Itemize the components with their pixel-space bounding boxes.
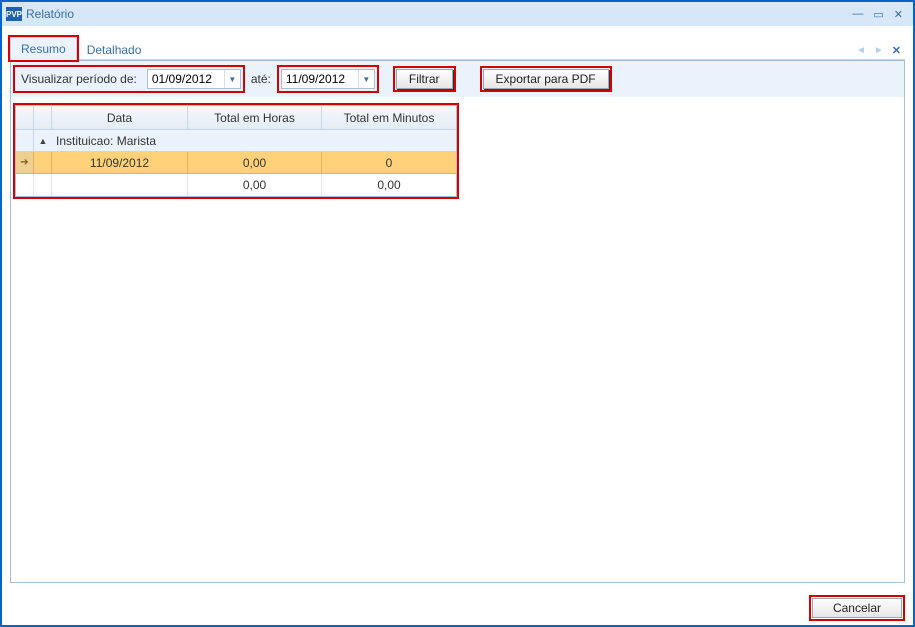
group-row[interactable]: ▲ Instituicao: Marista xyxy=(16,130,456,152)
chevron-down-icon[interactable]: ▼ xyxy=(224,70,240,88)
app-icon: PVP xyxy=(6,7,22,21)
panel: Visualizar período de: ▼ até: ▼ Filtrar xyxy=(10,60,905,583)
cancelar-wrap: Cancelar xyxy=(811,597,903,619)
summary-spacer xyxy=(34,174,52,196)
tab-prev-icon[interactable]: ◄ xyxy=(856,45,866,56)
summary-horas: 0,00 xyxy=(188,174,322,196)
app-window: PVP Relatório — ▭ ✕ Resumo Detalhado ◄ ►… xyxy=(0,0,915,627)
cell-horas: 0,00 xyxy=(188,152,322,173)
cell-data: 11/09/2012 xyxy=(52,152,188,173)
col-data-header[interactable]: Data xyxy=(52,106,188,129)
tab-next-icon[interactable]: ► xyxy=(874,45,884,56)
date-to-input[interactable] xyxy=(282,70,358,88)
summary-indicator xyxy=(16,174,34,196)
cell-minutos: 0 xyxy=(322,152,456,173)
tab-close-icon[interactable]: ✕ xyxy=(892,44,901,57)
row-spacer xyxy=(34,152,52,173)
col-minutos-header[interactable]: Total em Minutos xyxy=(322,106,456,129)
close-button[interactable]: ✕ xyxy=(894,8,903,21)
date-to-group: ▼ xyxy=(279,67,377,91)
maximize-button[interactable]: ▭ xyxy=(873,8,883,21)
date-to-field[interactable]: ▼ xyxy=(281,69,375,89)
date-from-field[interactable]: ▼ xyxy=(147,69,241,89)
group-indicator xyxy=(16,130,34,151)
window-title: Relatório xyxy=(26,7,852,21)
exportar-pdf-button[interactable]: Exportar para PDF xyxy=(483,69,609,89)
grid-header: Data Total em Horas Total em Minutos xyxy=(16,106,456,130)
tab-row: Resumo Detalhado ◄ ► ✕ xyxy=(10,34,905,60)
footer: Cancelar xyxy=(2,591,913,625)
data-grid: Data Total em Horas Total em Minutos ▲ I… xyxy=(15,105,457,197)
cancelar-button[interactable]: Cancelar xyxy=(812,598,902,618)
filter-period-group: Visualizar período de: ▼ xyxy=(15,67,243,91)
filter-bar: Visualizar período de: ▼ até: ▼ Filtrar xyxy=(11,61,904,97)
table-row[interactable]: ➔ 11/09/2012 0,00 0 xyxy=(16,152,456,174)
tab-controls: ◄ ► ✕ xyxy=(856,44,905,59)
tab-detalhado[interactable]: Detalhado xyxy=(77,39,152,60)
exportar-wrap: Exportar para PDF xyxy=(482,68,610,90)
expand-col-header xyxy=(34,106,52,129)
summary-minutos: 0,00 xyxy=(322,174,456,196)
minimize-button[interactable]: — xyxy=(852,8,863,21)
col-horas-header[interactable]: Total em Horas xyxy=(188,106,322,129)
summary-data xyxy=(52,174,188,196)
group-label: Instituicao: Marista xyxy=(52,134,156,148)
filtrar-wrap: Filtrar xyxy=(395,68,454,90)
indicator-col-header xyxy=(16,106,34,129)
ate-label: até: xyxy=(247,70,275,88)
empty-area xyxy=(11,201,904,582)
titlebar: PVP Relatório — ▭ ✕ xyxy=(2,2,913,26)
window-controls: — ▭ ✕ xyxy=(852,8,909,21)
tab-resumo[interactable]: Resumo xyxy=(10,37,77,60)
collapse-icon[interactable]: ▲ xyxy=(34,136,52,146)
content-area: Resumo Detalhado ◄ ► ✕ Visualizar períod… xyxy=(2,26,913,591)
row-indicator-icon: ➔ xyxy=(16,152,34,173)
summary-row: 0,00 0,00 xyxy=(16,174,456,196)
date-from-input[interactable] xyxy=(148,70,224,88)
chevron-down-icon[interactable]: ▼ xyxy=(358,70,374,88)
period-label: Visualizar período de: xyxy=(17,70,141,88)
filtrar-button[interactable]: Filtrar xyxy=(396,69,453,89)
